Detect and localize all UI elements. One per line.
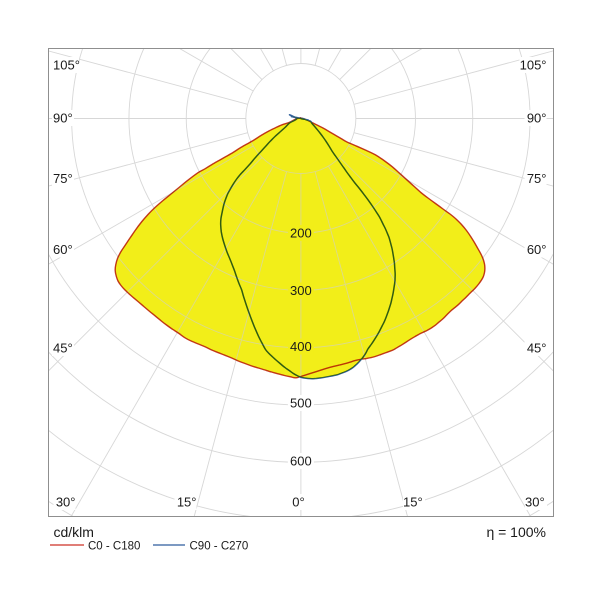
svg-text:105°: 105° xyxy=(520,58,547,73)
svg-text:90°: 90° xyxy=(527,111,547,126)
svg-text:60°: 60° xyxy=(527,242,547,257)
svg-text:C90 - C270: C90 - C270 xyxy=(190,541,249,553)
svg-text:45°: 45° xyxy=(527,341,547,356)
svg-text:30°: 30° xyxy=(56,495,76,510)
svg-text:C0 - C180: C0 - C180 xyxy=(88,541,140,553)
svg-text:300: 300 xyxy=(290,283,312,298)
svg-text:0°: 0° xyxy=(292,495,304,510)
svg-text:105°: 105° xyxy=(53,58,80,73)
svg-text:90°: 90° xyxy=(53,111,73,126)
svg-text:45°: 45° xyxy=(53,341,73,356)
svg-text:η = 100%: η = 100% xyxy=(486,524,546,540)
svg-text:15°: 15° xyxy=(177,495,197,510)
svg-text:400: 400 xyxy=(290,339,312,354)
svg-text:30°: 30° xyxy=(525,495,545,510)
svg-text:600: 600 xyxy=(290,454,312,469)
svg-text:500: 500 xyxy=(290,396,312,411)
svg-text:200: 200 xyxy=(290,226,312,241)
svg-text:cd/klm: cd/klm xyxy=(54,524,94,540)
svg-text:75°: 75° xyxy=(527,171,547,186)
svg-text:60°: 60° xyxy=(53,242,73,257)
svg-text:75°: 75° xyxy=(53,171,73,186)
svg-text:15°: 15° xyxy=(403,495,423,510)
